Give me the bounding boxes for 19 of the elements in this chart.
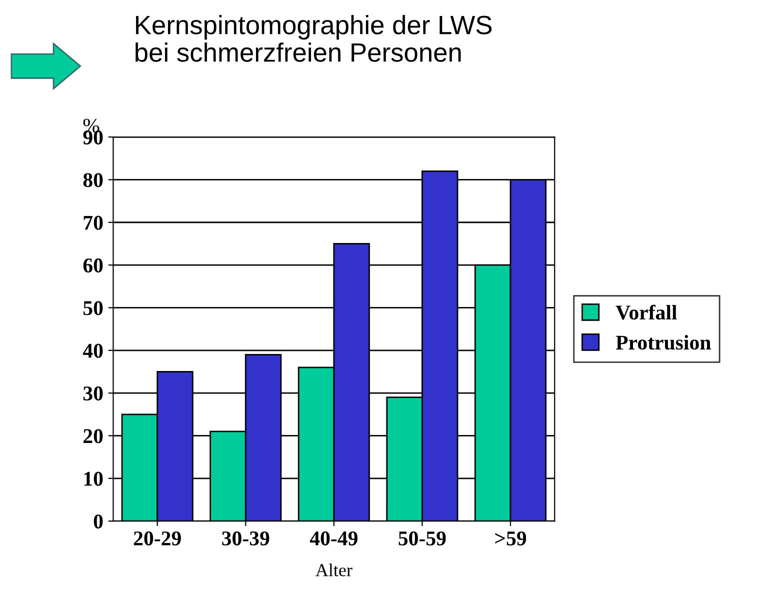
y-tick-label: 90: [83, 130, 103, 144]
x-tick-label: 30-39: [222, 531, 270, 546]
y-tick-label: 60: [83, 258, 103, 272]
x-tick-label: 50-59: [398, 531, 446, 546]
y-tick-label: 50: [84, 301, 103, 316]
x-tick-label: >59: [495, 531, 526, 546]
y-tick-label: 70: [84, 216, 103, 230]
y-tick-label: 20: [84, 429, 103, 444]
y-tick-label: 40: [82, 344, 103, 358]
x-tick-label: 40-49: [310, 531, 358, 546]
legend-label: Vorfall: [616, 304, 677, 320]
y-tick-label: 80: [83, 173, 103, 188]
x-axis-title: Alter: [316, 564, 352, 576]
y-tick-label: 0: [94, 514, 103, 528]
y-tick-label: 10: [84, 472, 103, 486]
y-tick-label: 30: [83, 386, 103, 400]
legend-label: Protrusion: [616, 335, 711, 350]
chart-title: Kernspintomographie der LWS bei schmerzfreien Personen: [136, 15, 492, 62]
x-tick-label: 20-29: [134, 531, 181, 546]
